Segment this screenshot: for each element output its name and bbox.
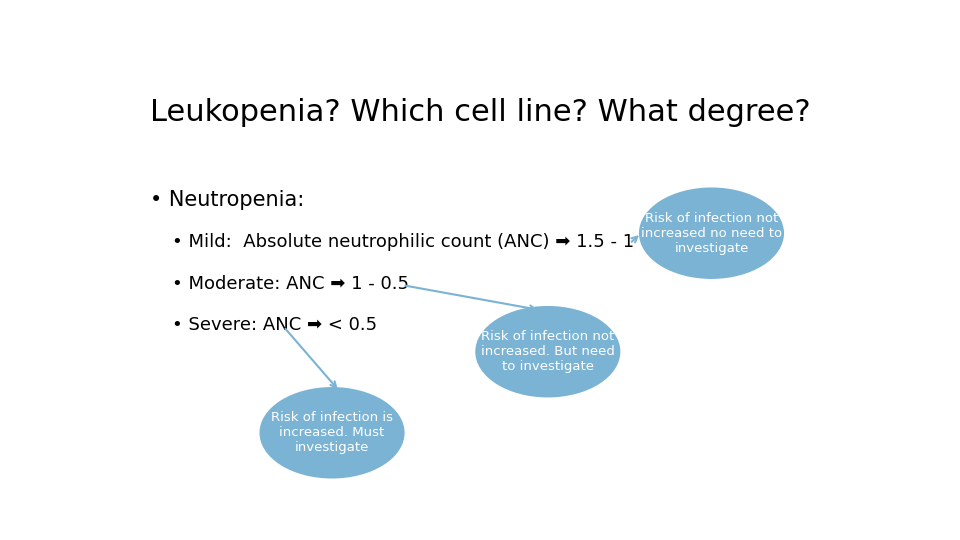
Ellipse shape xyxy=(639,187,784,279)
Text: Risk of infection not
increased no need to
investigate: Risk of infection not increased no need … xyxy=(641,212,782,255)
Text: Leukopenia? Which cell line? What degree?: Leukopenia? Which cell line? What degree… xyxy=(150,98,810,127)
Text: Risk of infection is
increased. Must
investigate: Risk of infection is increased. Must inv… xyxy=(271,411,393,454)
Text: • Moderate: ANC ➡ 1 - 0.5: • Moderate: ANC ➡ 1 - 0.5 xyxy=(172,275,409,293)
Ellipse shape xyxy=(475,306,620,397)
Ellipse shape xyxy=(259,387,404,478)
Text: Risk of infection not
increased. But need
to investigate: Risk of infection not increased. But nee… xyxy=(481,330,614,373)
Text: • Mild:  Absolute neutrophilic count (ANC) ➡ 1.5 - 1: • Mild: Absolute neutrophilic count (ANC… xyxy=(172,233,635,251)
Text: • Severe: ANC ➡ < 0.5: • Severe: ANC ➡ < 0.5 xyxy=(172,316,377,334)
Text: • Neutropenia:: • Neutropenia: xyxy=(150,190,304,210)
